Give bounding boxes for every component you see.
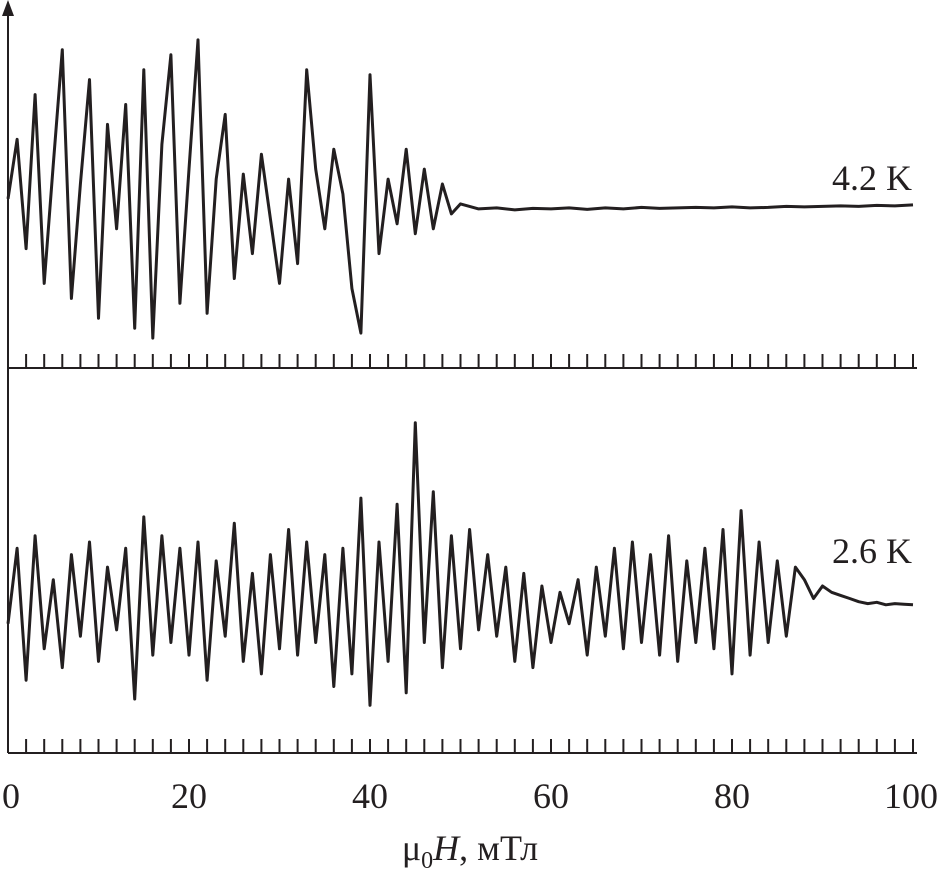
- x-tick-label: 40: [352, 776, 388, 816]
- series-group: [6, 38, 914, 707]
- x-tick-label: 80: [714, 776, 750, 816]
- series-line-4-2-K: [6, 38, 914, 340]
- labels: 4.2 K 2.6 K 0 20 40 60 80 100 μ0H, мТл: [2, 158, 938, 874]
- y-axis-arrow: [2, 0, 14, 16]
- x-tick-label: 20: [171, 776, 207, 816]
- x-tick-label: 0: [2, 776, 20, 816]
- x-axis-title: μ0H, мТл: [402, 828, 538, 874]
- axes: [2, 0, 917, 754]
- series-line-2-6-K: [6, 421, 914, 707]
- series-label: 4.2 K: [832, 158, 912, 198]
- series-label: 2.6 K: [832, 531, 912, 571]
- x-tick-label: 60: [533, 776, 569, 816]
- x-tick-label: 100: [884, 776, 938, 816]
- ticks: [7, 354, 914, 753]
